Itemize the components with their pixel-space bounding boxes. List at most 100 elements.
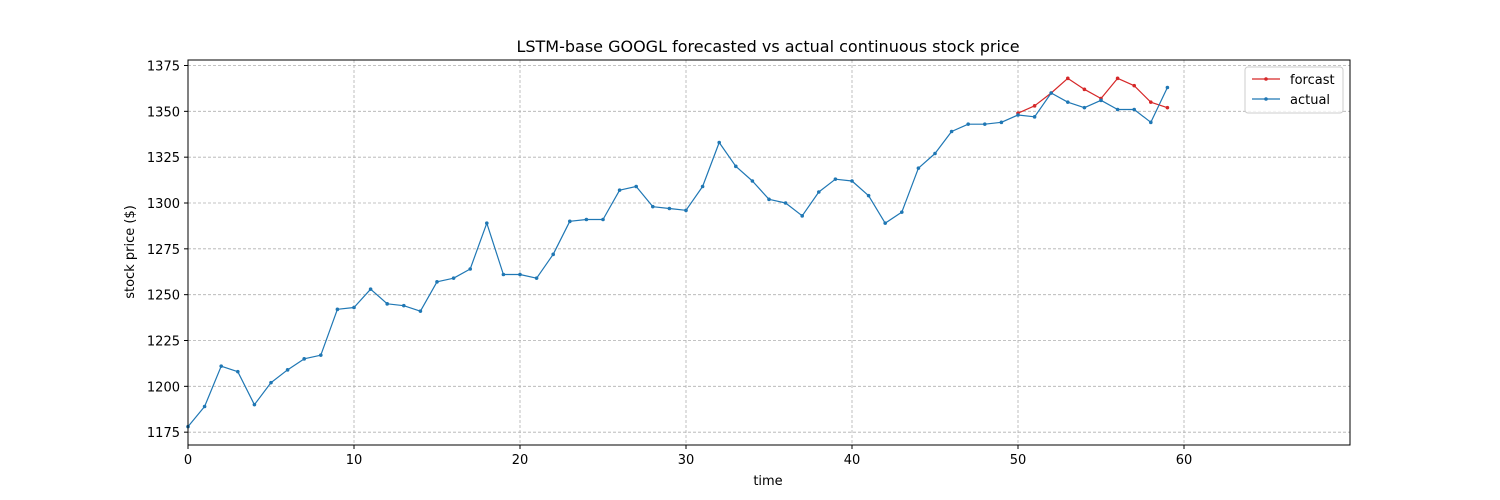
- series-layer: [186, 76, 1170, 429]
- x-tick-label: 30: [678, 453, 695, 468]
- plot-frame: [187, 59, 1351, 446]
- data-point-actual: [817, 190, 821, 194]
- data-point-actual: [518, 272, 522, 277]
- y-tick-label: 1325: [147, 151, 180, 166]
- data-point-actual: [667, 206, 672, 211]
- y-tick-label: 1200: [147, 380, 180, 395]
- data-point-actual: [800, 214, 804, 218]
- data-point-actual: [435, 280, 439, 284]
- data-point-actual: [734, 164, 738, 169]
- data-point-actual: [302, 357, 307, 361]
- y-axis: 1175 1200 1225 1250 1275 1300 1325 1350 1375: [147, 60, 188, 441]
- x-axis: 0 10 20 30 40 50 60: [184, 445, 1192, 468]
- x-tick-label: 10: [346, 453, 363, 468]
- data-point-actual: [949, 129, 954, 134]
- data-point-actual: [999, 120, 1004, 125]
- series-actual: [186, 85, 1170, 429]
- data-point-actual: [700, 184, 705, 189]
- legend-marker-forcast: [1264, 77, 1268, 81]
- legend-marker-actual: [1264, 97, 1268, 101]
- data-point-actual: [850, 179, 854, 183]
- data-point-actual: [418, 309, 423, 313]
- data-point-actual: [1099, 98, 1103, 103]
- data-point-actual: [285, 368, 290, 372]
- x-tick-label: 40: [844, 453, 861, 468]
- data-point-actual: [252, 402, 257, 407]
- data-point-actual: [568, 219, 572, 224]
- data-point-forcast: [1066, 76, 1070, 81]
- data-point-actual: [933, 151, 937, 156]
- data-point-actual: [269, 380, 273, 385]
- data-point-actual: [916, 166, 921, 170]
- x-tick-label: 0: [184, 453, 192, 468]
- x-axis-label: time: [753, 474, 782, 489]
- y-tick-label: 1375: [147, 60, 180, 75]
- data-point-actual: [236, 369, 240, 374]
- data-point-forcast: [1082, 87, 1087, 92]
- data-point-actual: [402, 303, 406, 308]
- data-point-actual: [634, 184, 638, 189]
- data-point-actual: [451, 276, 456, 280]
- data-point-actual: [1115, 107, 1120, 112]
- data-point-actual: [783, 201, 788, 205]
- data-point-actual: [966, 122, 970, 126]
- data-point-actual: [385, 302, 390, 306]
- x-tick-label: 50: [1010, 453, 1027, 468]
- data-point-actual: [352, 305, 356, 310]
- grid-lines: [187, 60, 1350, 445]
- data-point-actual: [900, 210, 904, 214]
- data-point-actual: [485, 221, 489, 225]
- y-axis-label: stock price ($): [123, 205, 138, 299]
- data-point-forcast: [1115, 76, 1120, 81]
- data-point-actual: [883, 221, 887, 225]
- legend: forcast actual: [1244, 66, 1344, 114]
- data-point-actual: [501, 272, 506, 277]
- x-tick-label: 60: [1176, 453, 1193, 468]
- data-point-actual: [1049, 91, 1053, 95]
- data-point-actual: [468, 267, 473, 271]
- data-point-actual: [534, 276, 539, 280]
- y-tick-label: 1175: [147, 426, 180, 441]
- data-point-actual: [1132, 107, 1136, 112]
- series-line-actual: [187, 87, 1168, 428]
- data-point-actual: [617, 188, 622, 192]
- data-point-actual: [202, 404, 207, 409]
- y-tick-label: 1225: [147, 335, 180, 350]
- data-point-actual: [1082, 105, 1087, 110]
- data-point-actual: [767, 197, 771, 202]
- data-point-actual: [335, 307, 340, 312]
- series-forcast: [1016, 76, 1170, 115]
- y-tick-label: 1350: [147, 105, 180, 120]
- data-point-forcast: [1032, 104, 1037, 108]
- data-point-actual: [717, 140, 721, 145]
- data-point-actual: [750, 179, 755, 183]
- data-point-forcast: [1165, 105, 1170, 110]
- x-tick-label: 20: [512, 453, 529, 468]
- chart-title: LSTM-base GOOGL forecasted vs actual con…: [516, 37, 1019, 56]
- data-point-actual: [368, 287, 373, 291]
- y-tick-label: 1275: [147, 243, 180, 258]
- data-point-actual: [601, 217, 605, 222]
- data-point-actual: [1149, 120, 1153, 125]
- data-point-actual: [1016, 113, 1020, 117]
- data-point-actual: [584, 217, 589, 222]
- data-point-actual: [1066, 100, 1070, 104]
- data-point-actual: [1165, 85, 1170, 90]
- data-point-actual: [551, 252, 555, 257]
- data-point-actual: [1032, 115, 1037, 119]
- series-line-forcast: [1017, 77, 1168, 114]
- data-point-actual: [684, 208, 688, 213]
- y-tick-label: 1250: [147, 289, 180, 304]
- data-point-forcast: [1149, 100, 1153, 104]
- data-point-forcast: [1132, 83, 1136, 88]
- data-point-actual: [833, 177, 838, 181]
- legend-label-actual: actual: [1290, 93, 1330, 108]
- data-point-actual: [319, 353, 323, 357]
- data-point-actual: [866, 193, 871, 198]
- data-point-actual: [651, 204, 655, 209]
- data-point-actual: [219, 364, 223, 368]
- y-tick-label: 1300: [147, 197, 180, 212]
- legend-label-forcast: forcast: [1290, 73, 1335, 88]
- data-point-actual: [983, 122, 987, 126]
